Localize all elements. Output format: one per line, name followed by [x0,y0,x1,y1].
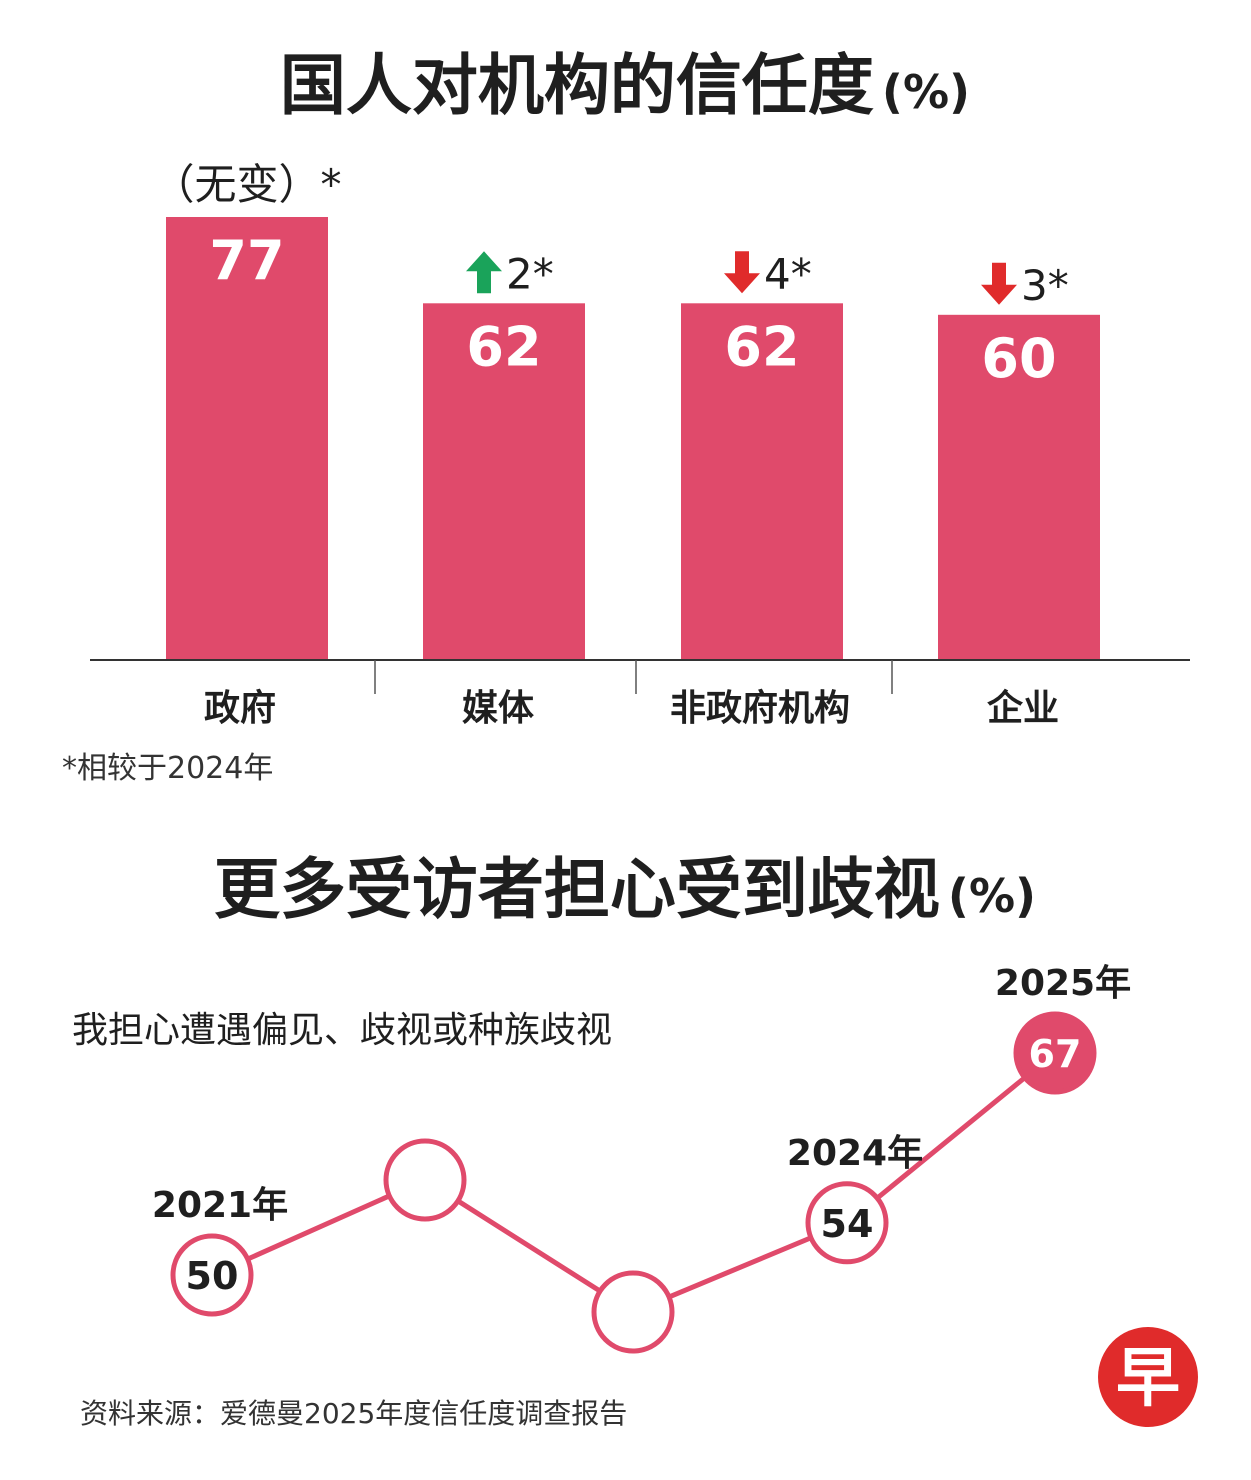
data-point [170,1233,254,1317]
logo-character: 早 [1116,1342,1180,1416]
bar-value-label: 60 [981,327,1056,390]
bar-chart-title-unit: (%) [882,65,970,119]
data-point [383,1138,467,1222]
data-point [1013,1011,1097,1095]
line-chart-title: 更多受访者担心受到歧视 (%) [214,851,1036,928]
data-point-value: 54 [821,1202,874,1246]
arrow-down-icon [724,251,760,294]
bar [681,303,843,660]
change-label: 4* [764,249,812,298]
bar [938,314,1100,660]
year-label: 2021年 [152,1185,288,1226]
logo-circle [1098,1327,1198,1427]
category-label: 媒体 [462,688,534,729]
arrow-down-icon [981,262,1017,305]
category-label: 企业 [987,687,1059,729]
year-label: 2025年 [995,963,1131,1004]
bar [166,217,328,660]
bar-chart-plot: 77 （无变）* 政府 62 2* 媒体 62 4* 非政府机构 60 3* 企业 [152,160,1100,729]
bar-value-label: 77 [209,229,284,292]
bar-value-label: 62 [724,315,799,378]
zaobao-logo: 早 [1098,1327,1198,1427]
line-chart-title-main: 更多受访者担心受到歧视 [214,851,940,928]
bar-chart-title-main: 国人对机构的信任度 [280,47,874,124]
line-chart-title-unit: (%) [948,869,1036,923]
bar [423,303,585,660]
data-point [805,1181,889,1265]
category-label: 非政府机构 [670,687,850,729]
data-point [591,1270,675,1354]
data-point-value: 67 [1029,1032,1082,1076]
source-note: 资料来源：爱德曼2025年度信任度调查报告 [80,1397,627,1430]
bar-value-label: 62 [466,315,541,378]
change-label: 3* [1021,261,1069,310]
arrow-up-icon [466,251,502,294]
bar-chart-footnote: *相较于2024年 [62,751,273,786]
bar-chart-title: 国人对机构的信任度 (%) [280,47,970,124]
change-label: （无变）* [152,160,341,209]
change-label: 2* [506,249,554,298]
category-label: 政府 [204,687,276,729]
line-chart-plot: 50 2021年 54 2024年 67 2025年 [152,963,1131,1354]
year-label: 2024年 [787,1133,923,1174]
data-point-value: 50 [186,1254,239,1298]
line-chart-subtitle: 我担心遭遇偏见、歧视或种族歧视 [72,1010,612,1051]
